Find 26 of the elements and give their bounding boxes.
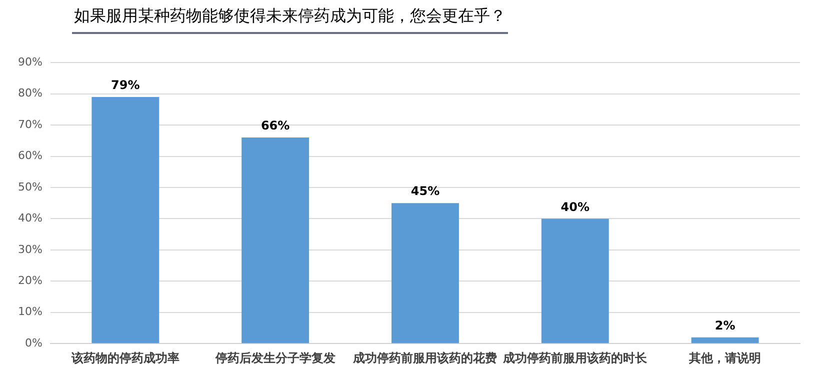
y-tick-label: 80% — [18, 86, 42, 100]
chart-title: 如果服用某种药物能够使得未来停药成为可能，您会更在乎？ — [72, 6, 508, 34]
bar — [691, 337, 759, 344]
x-tick-label: 停药后发生分子学复发 — [214, 350, 336, 365]
bar — [541, 218, 609, 344]
data-label: 79% — [111, 78, 140, 92]
y-tick-label: 40% — [18, 212, 42, 225]
bar — [242, 138, 310, 344]
x-tick-label: 成功停药前服用该药的花费 — [352, 350, 498, 365]
y-tick-label: 90% — [18, 55, 42, 68]
x-tick-label: 该药物的停药成功率 — [70, 350, 180, 365]
y-tick-label: 0% — [24, 336, 42, 350]
data-label: 66% — [260, 118, 290, 133]
data-label: 45% — [410, 184, 440, 198]
bar — [92, 96, 160, 344]
y-tick-label: 70% — [18, 118, 42, 131]
data-label: 40% — [560, 200, 590, 214]
data-label: 2% — [714, 318, 736, 332]
y-tick-label: 10% — [18, 305, 42, 318]
x-tick-label: 成功停药前服用该药的时长 — [502, 350, 648, 365]
y-tick-label: 60% — [18, 149, 42, 162]
x-tick-label: 其他，请说明 — [688, 350, 762, 365]
bar — [391, 203, 459, 344]
y-tick-label: 30% — [18, 242, 42, 256]
y-tick-label: 50% — [18, 180, 42, 194]
y-tick-label: 20% — [18, 274, 42, 288]
